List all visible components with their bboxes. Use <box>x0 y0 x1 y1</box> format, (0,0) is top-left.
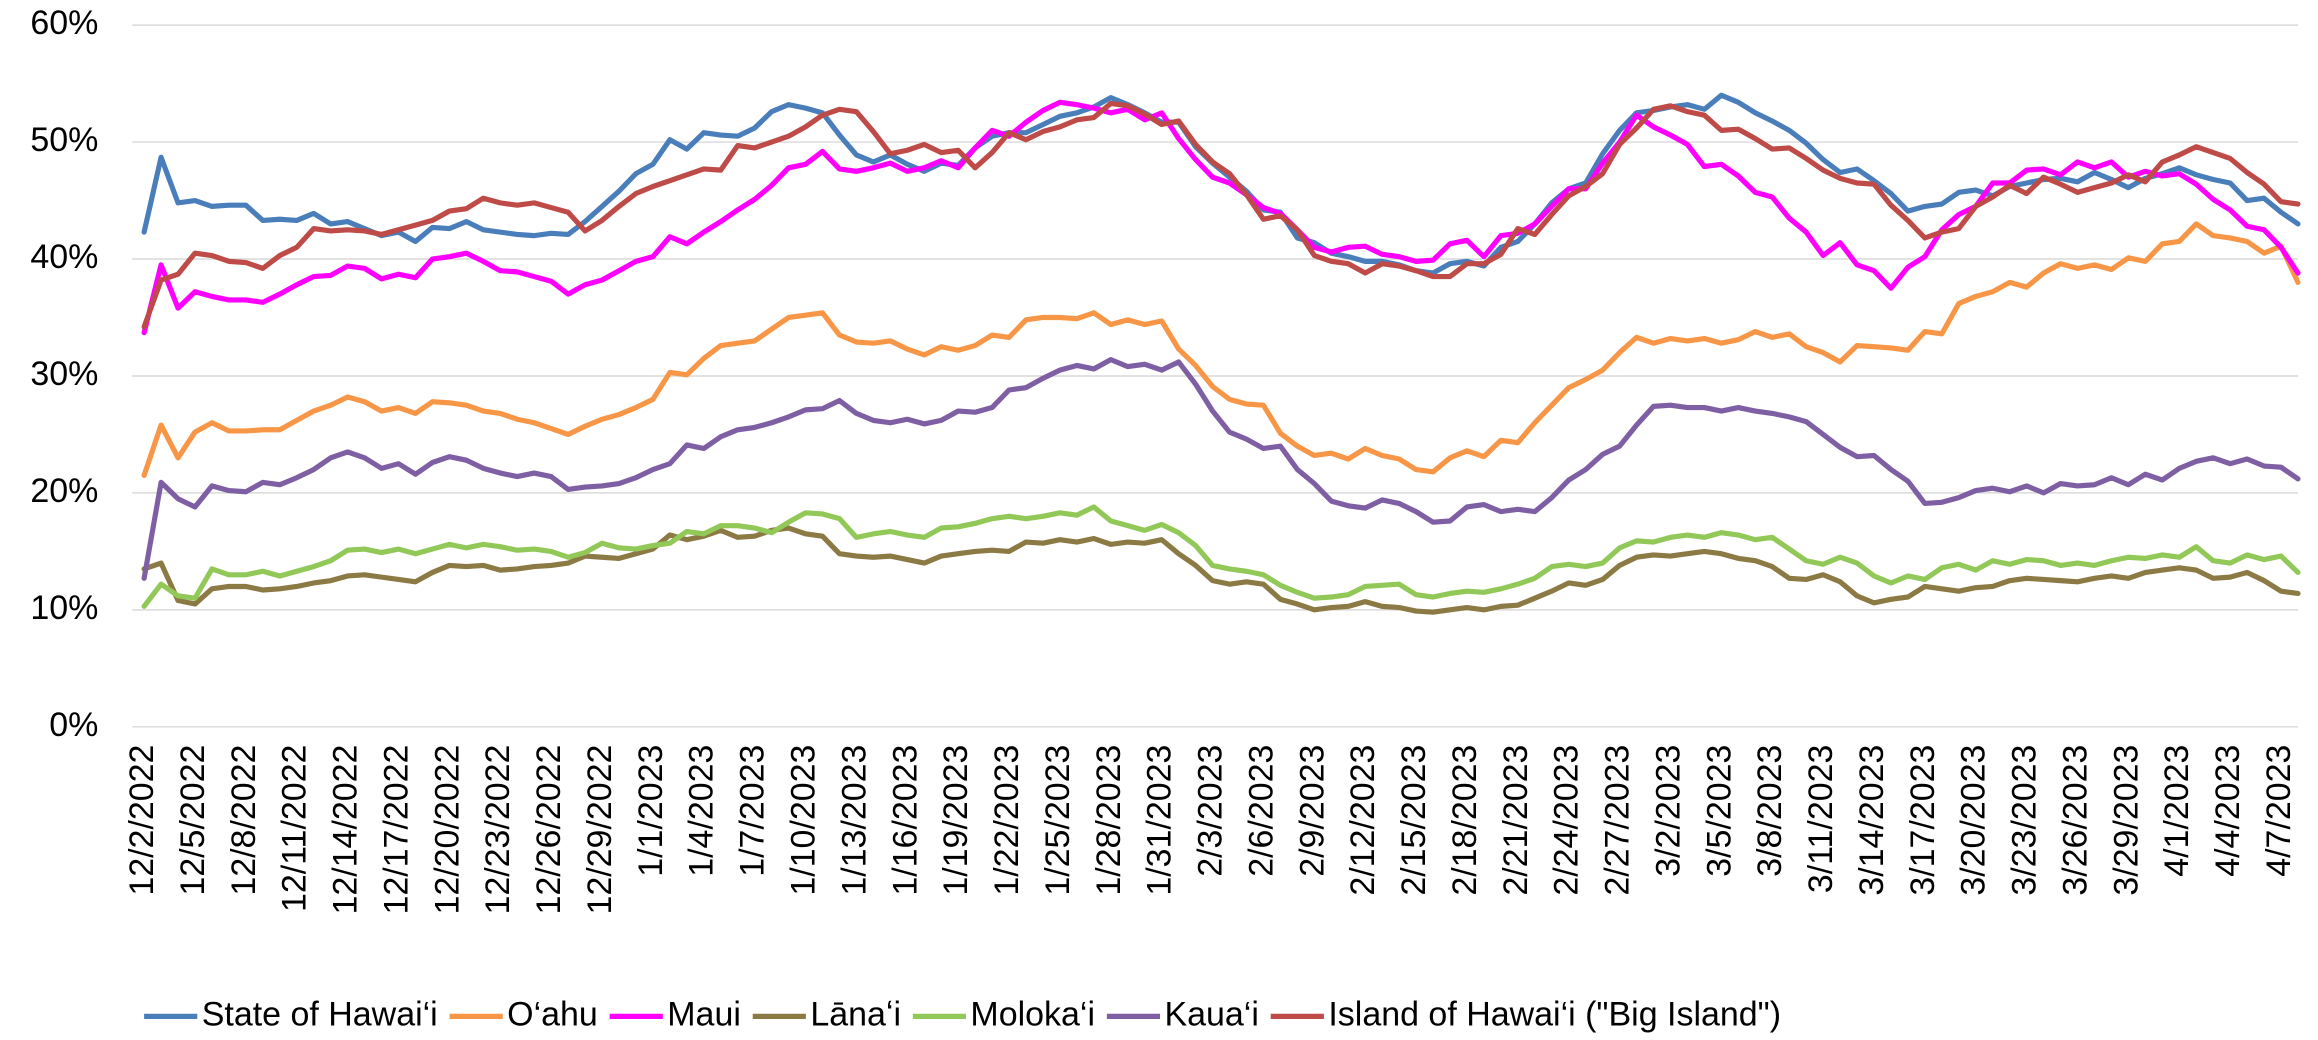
x-tick-label: 4/7/2023 <box>2260 745 2298 877</box>
x-tick-label: 1/10/2023 <box>785 745 823 896</box>
legend-item: Maui <box>609 995 741 1033</box>
x-tick-label: 3/23/2023 <box>2006 745 2044 896</box>
legend-item: State of Hawai‘i <box>144 995 438 1033</box>
series-line <box>141 357 2301 581</box>
x-tick-label: 12/23/2022 <box>479 745 517 915</box>
x-tick-label: 2/21/2023 <box>1497 745 1535 896</box>
legend-item: Moloka‘i <box>912 995 1095 1033</box>
x-tick-label: 4/4/2023 <box>2209 745 2247 877</box>
x-tick-label: 12/29/2022 <box>581 745 619 915</box>
x-tick-label: 1/28/2023 <box>1090 745 1128 896</box>
x-tick-label: 2/24/2023 <box>1548 745 1586 896</box>
legend-label: Island of Hawai‘i ("Big Island") <box>1328 995 1781 1033</box>
x-tick-label: 12/20/2022 <box>428 745 466 915</box>
x-tick-label: 12/14/2022 <box>327 745 365 915</box>
y-tick-label: 50% <box>30 121 98 159</box>
y-tick-label: 40% <box>30 238 98 276</box>
legend-label: Lānaʻi <box>810 995 901 1033</box>
x-tick-label: 1/31/2023 <box>1141 745 1179 896</box>
x-tick-label: 1/22/2023 <box>988 745 1026 896</box>
x-tick-label: 2/9/2023 <box>1293 745 1331 877</box>
series-line <box>141 92 2301 276</box>
legend-label: Kaua‘i <box>1164 995 1258 1033</box>
legend-item: Island of Hawai‘i ("Big Island") <box>1270 995 1781 1033</box>
y-tick-label: 30% <box>30 355 98 393</box>
series-line <box>141 100 2301 330</box>
y-tick-label: 60% <box>30 4 98 42</box>
x-tick-label: 1/4/2023 <box>683 745 721 877</box>
x-tick-label: 1/19/2023 <box>937 745 975 896</box>
legend-item: O‘ahu <box>449 995 598 1033</box>
x-tick-label: 3/11/2023 <box>1802 745 1840 894</box>
x-tick-label: 12/26/2022 <box>530 745 568 915</box>
x-tick-label: 1/16/2023 <box>886 745 924 896</box>
x-tick-label: 1/1/2023 <box>632 745 670 877</box>
x-tick-label: 12/17/2022 <box>377 745 415 915</box>
x-tick-label: 3/20/2023 <box>1955 745 1993 896</box>
x-tick-label: 2/12/2023 <box>1344 745 1382 896</box>
x-tick-label: 3/17/2023 <box>1904 745 1942 896</box>
x-tick-label: 4/1/2023 <box>2158 745 2196 877</box>
x-tick-label: 2/15/2023 <box>1395 745 1433 896</box>
legend-item: Kaua‘i <box>1106 995 1259 1033</box>
series-line <box>141 525 2301 615</box>
x-tick-label: 12/5/2022 <box>174 745 212 896</box>
y-tick-label: 20% <box>30 472 98 510</box>
x-tick-label: 1/25/2023 <box>1039 745 1077 896</box>
series-line <box>141 221 2301 478</box>
series-line <box>141 504 2301 609</box>
x-tick-label: 12/2/2022 <box>123 745 161 896</box>
x-tick-label: 3/5/2023 <box>1700 745 1738 877</box>
x-tick-label: 12/8/2022 <box>225 745 263 896</box>
x-tick-label: 2/6/2023 <box>1242 745 1280 877</box>
x-tick-label: 3/14/2023 <box>1853 745 1891 896</box>
legend-label: O‘ahu <box>507 995 598 1033</box>
legend-item: Lānaʻi <box>752 995 901 1033</box>
x-tick-label: 3/26/2023 <box>2056 745 2094 896</box>
legend-label: State of Hawai‘i <box>202 995 438 1033</box>
x-tick-label: 3/8/2023 <box>1751 745 1789 877</box>
x-tick-label: 1/7/2023 <box>734 745 772 877</box>
x-tick-label: 1/13/2023 <box>835 745 873 896</box>
y-tick-label: 0% <box>49 706 98 744</box>
legend-label: Moloka‘i <box>970 995 1095 1033</box>
y-tick-label: 10% <box>30 589 98 627</box>
x-tick-label: 2/3/2023 <box>1192 745 1230 877</box>
x-tick-label: 12/11/2022 <box>276 745 314 913</box>
x-tick-label: 2/18/2023 <box>1446 745 1484 896</box>
x-tick-label: 3/2/2023 <box>1649 745 1687 877</box>
x-tick-label: 2/27/2023 <box>1599 745 1637 896</box>
x-tick-label: 3/29/2023 <box>2107 745 2145 896</box>
legend-label: Maui <box>667 995 741 1033</box>
